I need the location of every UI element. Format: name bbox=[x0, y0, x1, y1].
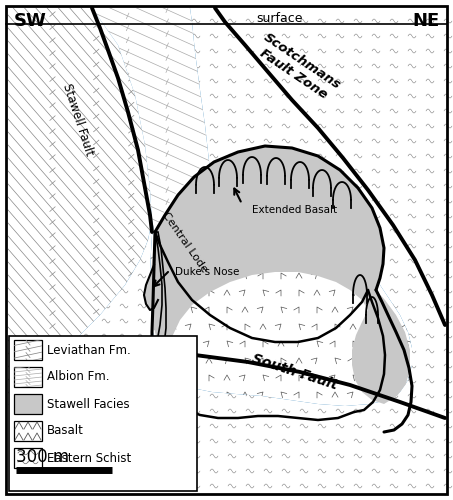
Polygon shape bbox=[150, 168, 412, 406]
Polygon shape bbox=[14, 367, 42, 387]
Text: Albion Fm.: Albion Fm. bbox=[47, 370, 110, 384]
Bar bbox=[9, 336, 197, 491]
Polygon shape bbox=[14, 448, 42, 468]
Bar bbox=[14, 394, 42, 414]
Text: SW: SW bbox=[14, 12, 47, 30]
Bar bbox=[14, 448, 42, 468]
Text: South Fault: South Fault bbox=[251, 352, 340, 393]
Text: Duke's Nose: Duke's Nose bbox=[175, 267, 239, 277]
Polygon shape bbox=[144, 265, 158, 310]
Polygon shape bbox=[154, 232, 166, 358]
Polygon shape bbox=[14, 394, 42, 414]
Text: NE: NE bbox=[413, 12, 440, 30]
Text: Extended Basalt: Extended Basalt bbox=[252, 205, 337, 215]
Polygon shape bbox=[92, 8, 210, 235]
Bar bbox=[14, 367, 42, 387]
Bar bbox=[14, 340, 42, 360]
Text: Scotchmans
Fault Zone: Scotchmans Fault Zone bbox=[253, 31, 343, 105]
Text: Central Lode: Central Lode bbox=[160, 210, 209, 274]
Text: 300 m: 300 m bbox=[16, 448, 69, 466]
Text: Stawell Facies: Stawell Facies bbox=[47, 398, 130, 410]
Text: Eastern Schist: Eastern Schist bbox=[47, 452, 131, 464]
Polygon shape bbox=[14, 340, 42, 360]
Bar bbox=[14, 421, 42, 441]
Text: surface: surface bbox=[257, 12, 303, 25]
Polygon shape bbox=[14, 421, 42, 441]
Polygon shape bbox=[92, 8, 210, 235]
Polygon shape bbox=[8, 8, 152, 492]
Text: Stawell Fault: Stawell Fault bbox=[60, 82, 96, 158]
Polygon shape bbox=[8, 8, 152, 492]
Polygon shape bbox=[151, 146, 410, 412]
Polygon shape bbox=[150, 168, 412, 406]
Text: Leviathan Fm.: Leviathan Fm. bbox=[47, 344, 131, 356]
Text: Basalt: Basalt bbox=[47, 424, 84, 438]
